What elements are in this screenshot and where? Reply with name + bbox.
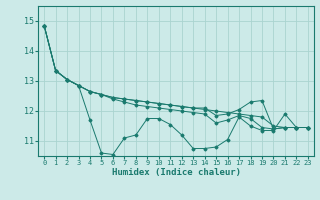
X-axis label: Humidex (Indice chaleur): Humidex (Indice chaleur) <box>111 168 241 177</box>
